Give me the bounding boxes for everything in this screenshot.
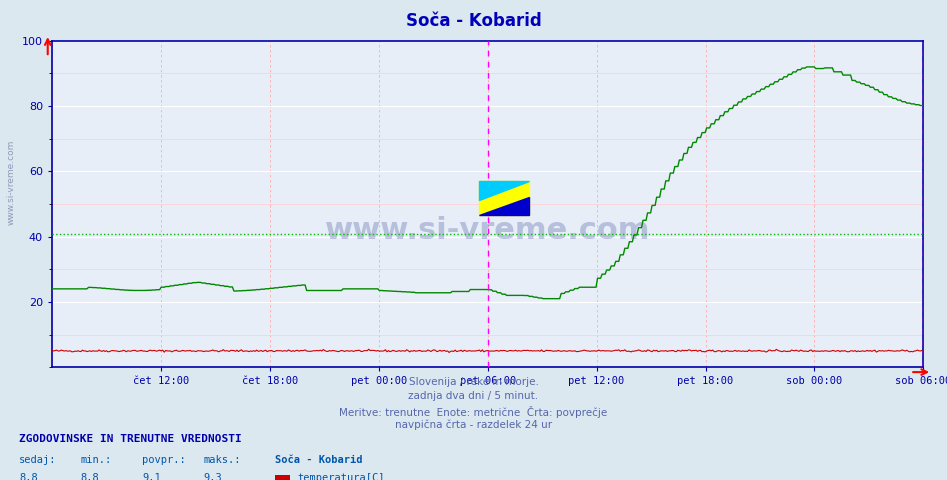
Text: ZGODOVINSKE IN TRENUTNE VREDNOSTI: ZGODOVINSKE IN TRENUTNE VREDNOSTI (19, 434, 241, 444)
Polygon shape (478, 181, 529, 200)
Text: maks.:: maks.: (204, 455, 241, 465)
Text: www.si-vreme.com: www.si-vreme.com (325, 216, 651, 245)
Text: Meritve: trenutne  Enote: metrične  Črta: povprečje: Meritve: trenutne Enote: metrične Črta: … (339, 406, 608, 418)
Polygon shape (478, 197, 529, 216)
Text: temperatura[C]: temperatura[C] (297, 473, 384, 480)
Text: Slovenija / reke in morje.: Slovenija / reke in morje. (408, 377, 539, 387)
Text: sedaj:: sedaj: (19, 455, 57, 465)
Text: navpična črta - razdelek 24 ur: navpična črta - razdelek 24 ur (395, 420, 552, 431)
Text: min.:: min.: (80, 455, 112, 465)
Text: www.si-vreme.com: www.si-vreme.com (7, 140, 16, 225)
Text: 9,3: 9,3 (204, 473, 223, 480)
Text: zadnja dva dni / 5 minut.: zadnja dva dni / 5 minut. (408, 391, 539, 401)
Text: 8,8: 8,8 (19, 473, 38, 480)
Bar (478, 181, 529, 216)
Text: 8,8: 8,8 (80, 473, 99, 480)
Text: Soča - Kobarid: Soča - Kobarid (405, 12, 542, 30)
Text: povpr.:: povpr.: (142, 455, 186, 465)
Text: 9,1: 9,1 (142, 473, 161, 480)
Text: Soča - Kobarid: Soča - Kobarid (275, 455, 362, 465)
